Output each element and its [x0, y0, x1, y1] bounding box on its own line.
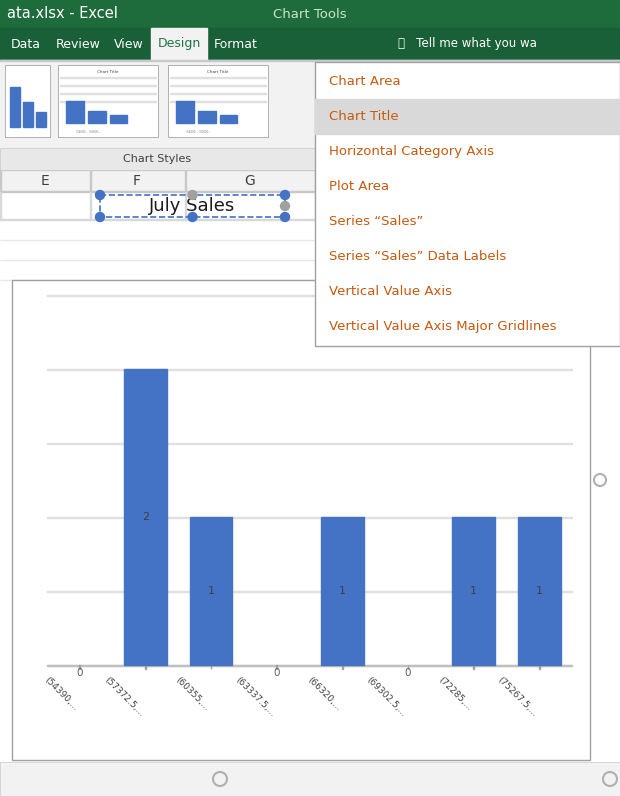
- Circle shape: [280, 190, 290, 200]
- Circle shape: [95, 213, 105, 221]
- Bar: [518, 517, 560, 665]
- Bar: [473, 665, 474, 669]
- Text: Design: Design: [157, 37, 201, 50]
- Bar: [36, 112, 46, 127]
- Bar: [0, 192, 620, 220]
- Bar: [145, 665, 146, 669]
- Circle shape: [280, 201, 290, 210]
- Bar: [0, 170, 1, 192]
- Bar: [110, 115, 127, 123]
- Text: July Sales: July Sales: [149, 197, 236, 215]
- Text: (69302.5,...: (69302.5,...: [365, 675, 408, 718]
- Text: ⭘   Tell me what you wa: ⭘ Tell me what you wa: [398, 37, 537, 50]
- Text: (63337.5,...: (63337.5,...: [233, 675, 277, 718]
- Text: 1: 1: [208, 586, 215, 596]
- Text: Plot Area: Plot Area: [329, 180, 389, 193]
- Bar: [190, 517, 232, 665]
- Text: Vertical Value Axis: Vertical Value Axis: [329, 285, 452, 298]
- Bar: [0, 148, 315, 170]
- Text: Chart Tools: Chart Tools: [273, 7, 347, 21]
- Text: Review: Review: [56, 37, 100, 50]
- Bar: [0, 28, 620, 60]
- Bar: [315, 192, 316, 220]
- Text: Series “Sales” Data Labels: Series “Sales” Data Labels: [329, 250, 507, 263]
- Bar: [185, 170, 186, 192]
- Text: Vertical Value Axis Major Gridlines: Vertical Value Axis Major Gridlines: [329, 320, 557, 333]
- Text: E: E: [41, 174, 50, 188]
- Text: 0: 0: [405, 668, 411, 678]
- Text: 2: 2: [142, 512, 149, 522]
- Text: Chart Styles: Chart Styles: [123, 154, 191, 164]
- Bar: [315, 170, 316, 192]
- Bar: [0, 0, 620, 28]
- Bar: [10, 87, 20, 127]
- Text: (75267.5,...: (75267.5,...: [496, 675, 539, 718]
- Text: Chart Title: Chart Title: [329, 110, 399, 123]
- Bar: [168, 65, 268, 137]
- Bar: [315, 99, 620, 134]
- Bar: [198, 111, 216, 123]
- Bar: [79, 665, 80, 669]
- Text: Horizontal Category Axis: Horizontal Category Axis: [329, 145, 494, 158]
- Bar: [90, 192, 91, 220]
- Bar: [151, 28, 207, 60]
- Bar: [176, 101, 194, 123]
- Text: (54000... (60000...: (54000... (60000...: [185, 130, 210, 134]
- Bar: [0, 170, 620, 192]
- Text: 0: 0: [76, 668, 83, 678]
- Bar: [185, 192, 186, 220]
- Text: (66320,...: (66320,...: [305, 675, 342, 712]
- Text: 1: 1: [470, 586, 477, 596]
- Bar: [100, 195, 285, 217]
- Circle shape: [188, 190, 197, 200]
- Bar: [0, 219, 315, 220]
- Circle shape: [188, 213, 197, 221]
- Text: Chart Title: Chart Title: [207, 70, 229, 74]
- Bar: [88, 111, 105, 123]
- Text: ata.xlsx - Excel: ata.xlsx - Excel: [7, 6, 118, 21]
- Bar: [0, 260, 620, 280]
- Bar: [407, 665, 409, 669]
- Bar: [219, 115, 237, 123]
- Text: 1: 1: [536, 586, 542, 596]
- Bar: [90, 170, 91, 192]
- Bar: [321, 517, 364, 665]
- Bar: [315, 62, 620, 346]
- Text: Format: Format: [214, 37, 258, 50]
- Text: Series “Sales”: Series “Sales”: [329, 215, 423, 228]
- Bar: [0, 191, 315, 192]
- Text: (57372.5,...: (57372.5,...: [102, 675, 146, 718]
- Text: 0: 0: [273, 668, 280, 678]
- Bar: [342, 665, 343, 669]
- Text: F: F: [133, 174, 141, 188]
- Text: (60355,...: (60355,...: [174, 675, 211, 712]
- Bar: [0, 762, 620, 796]
- Bar: [0, 220, 620, 240]
- Text: Chart Title: Chart Title: [97, 70, 118, 74]
- Bar: [23, 102, 33, 127]
- Bar: [66, 101, 84, 123]
- Bar: [5, 65, 50, 137]
- Bar: [0, 60, 620, 61]
- Text: Data: Data: [11, 37, 41, 50]
- Circle shape: [280, 213, 290, 221]
- Bar: [58, 65, 158, 137]
- Bar: [0, 192, 1, 220]
- Text: Chart Area: Chart Area: [329, 75, 401, 88]
- Bar: [0, 60, 620, 170]
- Bar: [452, 517, 495, 665]
- Text: G: G: [245, 174, 255, 188]
- Bar: [0, 240, 620, 260]
- Text: View: View: [114, 37, 144, 50]
- Circle shape: [95, 190, 105, 200]
- Bar: [0, 169, 620, 170]
- Text: (54390,...: (54390,...: [43, 675, 80, 712]
- Bar: [12, 280, 590, 760]
- Text: (72285,...: (72285,...: [436, 675, 474, 712]
- Bar: [124, 369, 167, 665]
- Text: 1: 1: [339, 586, 346, 596]
- Bar: [47, 665, 572, 666]
- Text: (54000... (60000...: (54000... (60000...: [76, 130, 100, 134]
